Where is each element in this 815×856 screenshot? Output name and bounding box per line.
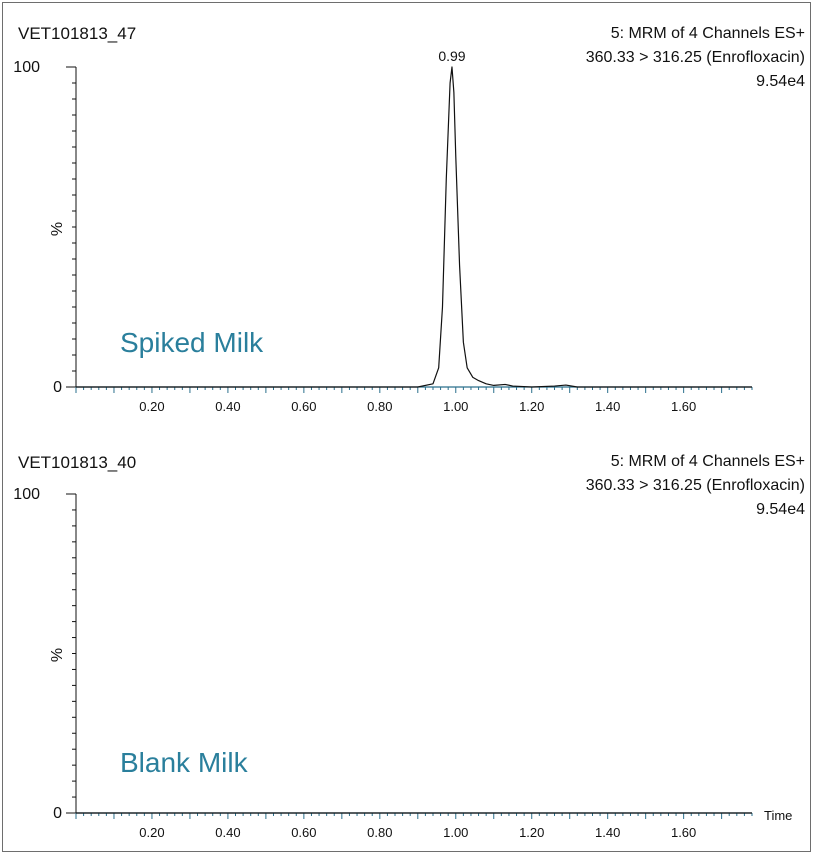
panel1-transition: 360.33 > 316.25 (Enrofloxacin) [586,49,805,66]
x-tick-label: 0.60 [291,399,316,414]
panel1-annotation: Spiked Milk [120,327,264,358]
panel2-transition: 360.33 > 316.25 (Enrofloxacin) [586,477,805,494]
x-tick-label: 1.00 [443,399,468,414]
panel2-annotation: Blank Milk [120,747,249,778]
x-tick-label: 0.80 [367,825,392,840]
panel1-ylabel: % [49,222,66,236]
x-tick-label: 0.60 [291,825,316,840]
x-tick-label: 1.40 [595,825,620,840]
x-tick-label: 1.60 [671,399,696,414]
x-tick-label: 1.20 [519,399,544,414]
x-tick-label: 1.20 [519,825,544,840]
panel2-ytick-0: 0 [53,805,62,822]
x-tick-label: 1.00 [443,825,468,840]
peak-label: 0.99 [438,48,465,64]
panel1-ytick-0: 0 [53,379,62,396]
series-line [76,66,752,388]
panel1-channel: 5: MRM of 4 Channels ES+ [611,25,805,42]
x-tick-label: 0.40 [215,825,240,840]
panel2-xlabel: Time [764,808,792,823]
x-tick-label: 0.80 [367,399,392,414]
x-tick-label: 0.20 [139,825,164,840]
panel2-ytick-100: 100 [13,486,40,503]
x-tick-label: 0.20 [139,399,164,414]
panel2-intensity: 9.54e4 [756,501,805,518]
panel2-channel: 5: MRM of 4 Channels ES+ [611,453,805,470]
panel1-axes: 0.20 0.40 0.60 0.80 1.00 1.20 1.40 1.60 0.99 [66,48,753,414]
x-tick-label: 0.40 [215,399,240,414]
panel2-sample-id: VET101813_40 [18,453,136,472]
panel1-sample-id: VET101813_47 [18,24,136,43]
panel1-ytick-100: 100 [13,59,40,76]
panel2-ylabel: % [49,648,66,662]
x-tick-label: 1.40 [595,399,620,414]
panel2-axes: 0.20 0.40 0.60 0.80 1.00 1.20 1.40 1.60 [66,493,753,840]
x-tick-label: 1.60 [671,825,696,840]
panel1-intensity: 9.54e4 [756,73,805,90]
